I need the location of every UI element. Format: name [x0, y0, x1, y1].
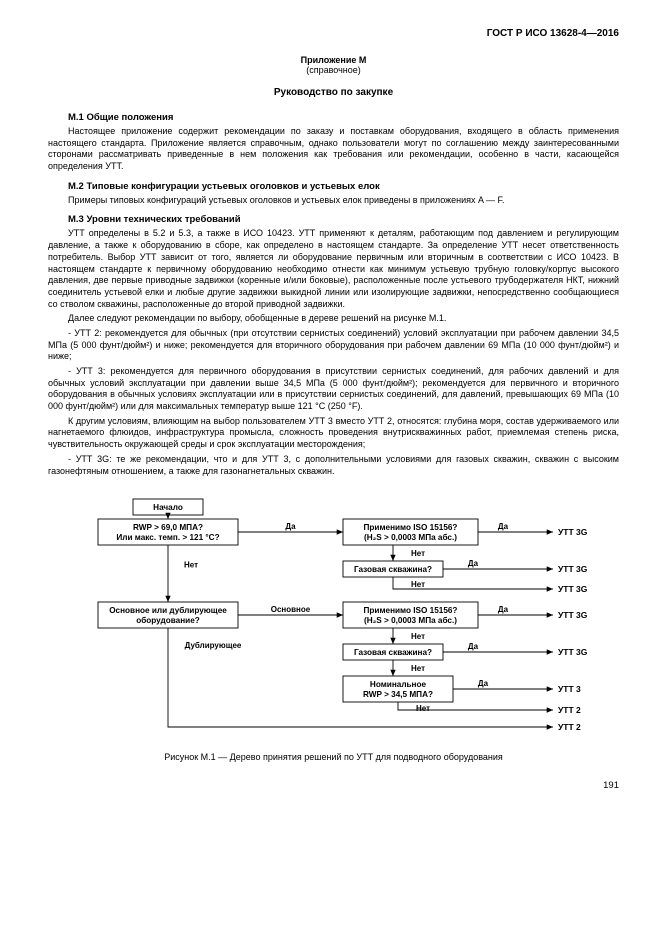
appendix-note: (справочное): [48, 65, 619, 75]
section-m3-p4: - УТТ 3: рекомендуется для первичного об…: [48, 366, 619, 413]
svg-text:Или макс. темп. > 121 °C?: Или макс. темп. > 121 °C?: [116, 533, 219, 542]
svg-text:Да: Да: [468, 642, 479, 651]
svg-text:(H₂S > 0,0003 МПа абс.): (H₂S > 0,0003 МПа абс.): [364, 615, 457, 625]
svg-text:Газовая скважина?: Газовая скважина?: [354, 648, 432, 657]
svg-text:Основное: Основное: [271, 605, 311, 614]
svg-text:Нет: Нет: [411, 549, 425, 558]
svg-text:УТТ 3G: УТТ 3G: [558, 584, 588, 594]
appendix-label: Приложение М: [48, 55, 619, 65]
document-page: ГОСТ Р ИСО 13628-4—2016 Приложение М (сп…: [0, 0, 661, 811]
section-m3-p3: - УТТ 2: рекомендуется для обычных (при …: [48, 328, 619, 363]
document-id: ГОСТ Р ИСО 13628-4—2016: [48, 28, 619, 39]
svg-text:Да: Да: [498, 605, 509, 614]
main-title: Руководство по закупке: [48, 87, 619, 98]
svg-text:УТТ 3G: УТТ 3G: [558, 564, 588, 574]
section-m2-p1: Примеры типовых конфигураций устьевых ог…: [48, 195, 619, 207]
svg-text:УТТ 3G: УТТ 3G: [558, 527, 588, 537]
svg-text:Применимо ISO 15156?: Применимо ISO 15156?: [364, 606, 458, 615]
section-m1-heading: М.1 Общие положения: [48, 112, 619, 123]
svg-text:Применимо ISO 15156?: Применимо ISO 15156?: [364, 523, 458, 532]
page-number: 191: [48, 780, 619, 791]
svg-text:Основное или дублирующее: Основное или дублирующее: [109, 605, 227, 615]
section-m1-p1: Настоящее приложение содержит рекомендац…: [48, 126, 619, 173]
svg-text:RWP > 34,5 МПА?: RWP > 34,5 МПА?: [363, 690, 433, 699]
section-m2-heading: М.2 Типовые конфигурации устьевых оголов…: [48, 181, 619, 192]
section-m3-p2: Далее следуют рекомендации по выбору, об…: [48, 313, 619, 325]
section-m3-p6: - УТТ 3G: те же рекомендации, что и для …: [48, 454, 619, 477]
svg-text:Нет: Нет: [411, 580, 425, 589]
svg-text:оборудование?: оборудование?: [136, 615, 200, 625]
svg-text:(H₂S > 0,0003 МПа абс.): (H₂S > 0,0003 МПа абс.): [364, 532, 457, 542]
svg-text:УТТ 2: УТТ 2: [558, 705, 581, 715]
svg-text:Газовая скважина?: Газовая скважина?: [354, 565, 432, 574]
svg-text:Номинальное: Номинальное: [370, 680, 427, 689]
svg-text:Да: Да: [285, 522, 296, 531]
svg-text:RWP > 69,0 МПА?: RWP > 69,0 МПА?: [133, 523, 203, 532]
svg-text:Нет: Нет: [184, 561, 198, 570]
flowchart-svg: Начало RWP > 69,0 МПА?Или макс. темп. > 1…: [48, 489, 618, 739]
svg-text:Нет: Нет: [411, 664, 425, 673]
svg-text:Начало: Начало: [153, 503, 183, 512]
flowchart-caption: Рисунок М.1 — Дерево принятия решений по…: [48, 752, 619, 762]
section-m3-heading: М.3 Уровни технических требований: [48, 214, 619, 225]
svg-text:Да: Да: [468, 559, 479, 568]
svg-text:Да: Да: [478, 679, 489, 688]
svg-text:Нет: Нет: [416, 704, 430, 713]
svg-text:Нет: Нет: [411, 632, 425, 641]
svg-text:УТТ 3G: УТТ 3G: [558, 610, 588, 620]
svg-text:УТТ 3G: УТТ 3G: [558, 647, 588, 657]
svg-text:УТТ 3: УТТ 3: [558, 684, 581, 694]
flowchart-container: Начало RWP > 69,0 МПА?Или макс. темп. > 1…: [48, 489, 619, 744]
svg-text:Да: Да: [498, 522, 509, 531]
svg-text:УТТ 2: УТТ 2: [558, 722, 581, 732]
section-m3-p5: К другим условиям, влияющим на выбор пол…: [48, 416, 619, 451]
svg-text:Дублирующее: Дублирующее: [185, 641, 242, 650]
section-m3-p1: УТТ определены в 5.2 и 5.3, а также в ИС…: [48, 228, 619, 310]
